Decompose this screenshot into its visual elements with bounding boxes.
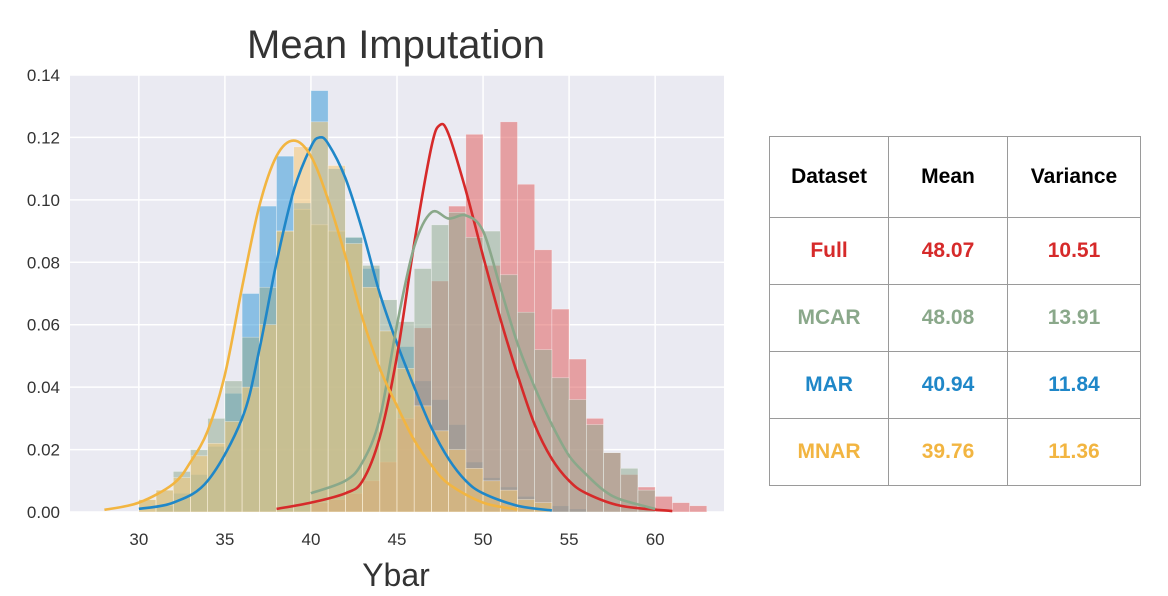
- dataset-cell: Full: [769, 217, 889, 285]
- header-mean: Mean: [888, 136, 1008, 218]
- x-tick-label: 60: [646, 530, 665, 549]
- kde-curve: [104, 139, 518, 512]
- y-tick-label: 0.06: [27, 316, 60, 335]
- histogram-bar: [310, 121, 329, 513]
- y-tick-label: 0.02: [27, 441, 60, 460]
- mean-cell: 48.07: [888, 217, 1008, 285]
- histogram-bar: [482, 230, 501, 513]
- mean-cell: 48.08: [888, 284, 1008, 352]
- header-dataset: Dataset: [769, 136, 889, 218]
- histogram-bar: [568, 399, 587, 513]
- histogram-bar: [499, 274, 518, 513]
- histogram-bar: [259, 324, 277, 513]
- y-tick-label: 0.12: [27, 128, 60, 147]
- x-tick-label: 45: [388, 530, 407, 549]
- histogram-bar: [551, 377, 570, 513]
- histogram-bar: [276, 230, 295, 513]
- kde-curve: [310, 209, 656, 511]
- variance-cell: 13.91: [1007, 284, 1141, 352]
- x-tick-label: 40: [301, 530, 320, 549]
- header-variance: Variance: [1007, 136, 1141, 218]
- table-row: MCAR 48.08 13.91: [769, 284, 1141, 352]
- histogram-chart: Mean Imputation 0.00 0.02 0.04 0.06 0.08 0.10…: [27, 23, 724, 593]
- histogram-bar: [293, 146, 312, 513]
- histogram-bar: [379, 330, 398, 513]
- y-tick-label: 0.04: [27, 378, 60, 397]
- dataset-cell: MCAR: [769, 284, 889, 352]
- x-tick-label: 35: [215, 530, 234, 549]
- x-tick-label: 50: [474, 530, 493, 549]
- histogram-bar: [448, 449, 467, 513]
- y-tick-label: 0.08: [27, 253, 60, 272]
- table-row: MNAR 39.76 11.36: [769, 418, 1141, 486]
- histogram-bar: [396, 368, 415, 513]
- mean-cell: 39.76: [888, 418, 1008, 486]
- x-tick-label: 55: [560, 530, 579, 549]
- dataset-cell: MAR: [769, 351, 889, 419]
- variance-cell: 10.51: [1007, 217, 1141, 285]
- y-tick-label: 0.10: [27, 191, 60, 210]
- stats-table: Dataset Mean Variance Full 48.07 10.51 M…: [769, 136, 1141, 486]
- kde-curves: [104, 122, 673, 513]
- table-row: Full 48.07 10.51: [769, 217, 1141, 285]
- histogram-bar: [517, 311, 535, 513]
- chart-title: Mean Imputation: [247, 23, 545, 67]
- histogram-bar: [465, 467, 484, 513]
- histogram-bar: [241, 386, 260, 513]
- y-tick-label: 0.14: [27, 66, 60, 85]
- mean-cell: 40.94: [888, 351, 1008, 419]
- table-row: MAR 40.94 11.84: [769, 351, 1141, 419]
- histogram-bar: [672, 502, 690, 513]
- kde-curve: [138, 135, 553, 512]
- histogram-bar: [327, 165, 346, 513]
- histogram-bar: [689, 505, 708, 513]
- variance-cell: 11.84: [1007, 351, 1141, 419]
- stats-table-header-row: Dataset Mean Variance: [769, 136, 1141, 218]
- x-axis-label: Ybar: [362, 557, 430, 593]
- x-tick-label: 30: [129, 530, 148, 549]
- x-tick-labels: 30 35 40 45 50 55 60: [129, 530, 664, 549]
- kde-curve: [276, 122, 673, 513]
- y-tick-labels: 0.00 0.02 0.04 0.06 0.08 0.10 0.12 0.14: [27, 66, 60, 522]
- y-tick-label: 0.00: [27, 503, 60, 522]
- variance-cell: 11.36: [1007, 418, 1141, 486]
- dataset-cell: MNAR: [769, 418, 889, 486]
